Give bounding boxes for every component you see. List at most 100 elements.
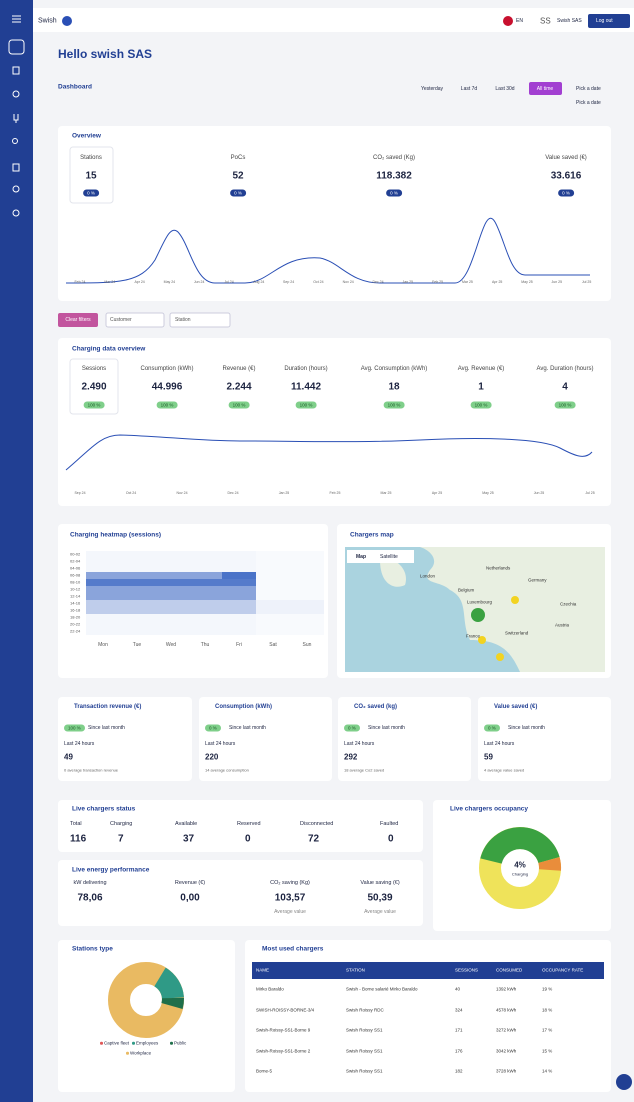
kpi-value: 44.996 (151, 381, 183, 393)
table-cell[interactable]: 14 % (542, 1068, 553, 1074)
day-label: Thu (200, 642, 210, 648)
heat-cell (222, 586, 256, 593)
table-cell[interactable]: Swish - Borne salarié Mirko Baraldo (346, 986, 418, 992)
clear-filters-button[interactable]: Clear filters (65, 317, 91, 323)
x-label: Dec 24 (372, 280, 384, 284)
date-filter[interactable]: Yesterday (420, 86, 444, 92)
table-cell[interactable]: 17 % (542, 1027, 553, 1033)
heat-cell (290, 579, 324, 586)
table-cell[interactable]: 40 (455, 986, 461, 992)
table-cell[interactable]: SWISH-ROISSY-BORNE-3/4 (256, 1007, 315, 1012)
heat-cell (222, 614, 256, 621)
map-place: Luxembourg (467, 599, 493, 605)
column-header: CONSUMED (496, 967, 523, 973)
card-title: Charging heatmap (sessions) (70, 531, 162, 539)
table-cell[interactable]: Mirko Baraldo (256, 986, 284, 992)
occupancy-value: 4% (514, 860, 526, 870)
heat-cell (188, 621, 222, 628)
map-tab[interactable]: Satellite (380, 554, 398, 560)
table-cell[interactable]: Swish Roissy SS1 (346, 1048, 383, 1053)
date-filter[interactable]: All time (536, 86, 554, 92)
change-badge: 0 % (484, 724, 500, 732)
card-title: Live chargers occupancy (450, 805, 529, 813)
change-badge: 0 % (344, 724, 360, 732)
legend-item: Public (174, 1040, 187, 1046)
brand: Swish (38, 17, 57, 25)
day-label: Sat (269, 642, 277, 648)
table-cell[interactable]: 18 % (542, 1007, 553, 1012)
kpi-value: 18 (388, 381, 400, 393)
heat-cell (154, 628, 188, 635)
table-cell[interactable]: 3728 kWh (496, 1068, 517, 1074)
station-filter[interactable]: Station (175, 317, 191, 323)
heat-cell (154, 607, 188, 614)
table-cell[interactable]: 182 (455, 1068, 463, 1074)
heat-cell (120, 593, 154, 600)
table-cell[interactable]: 171 (455, 1027, 463, 1033)
hour-label: 00-02 (70, 551, 81, 557)
x-label: Jun 24 (193, 280, 205, 284)
card-value: 220 (205, 752, 219, 762)
heat-cell (86, 614, 120, 621)
table-cell[interactable]: Borne-5 (256, 1068, 273, 1074)
map-tab[interactable]: Map (356, 554, 366, 560)
table-cell[interactable]: 19 % (542, 986, 553, 992)
card-title: Live chargers status (72, 805, 136, 813)
greeting: Hello swish SAS (58, 47, 153, 61)
card-value: 292 (344, 752, 358, 762)
heat-cell (120, 579, 154, 586)
table-cell[interactable]: Swish-Roissy-SS1-Borne 2 (256, 1048, 311, 1053)
kpi-label: Stations (80, 155, 102, 161)
company: Swish SAS (557, 18, 582, 24)
heat-cell (188, 600, 222, 607)
x-label: May 24 (163, 280, 176, 284)
period-label: Last 24 hours (64, 741, 95, 747)
heat-cell (188, 593, 222, 600)
x-label: Oct 24 (125, 491, 137, 495)
status-label: Charging (110, 821, 133, 827)
heat-cell (154, 614, 188, 621)
since-label: Since last month (229, 725, 266, 731)
table-cell[interactable]: 324 (455, 1007, 463, 1012)
kpi-badge: 0 % (558, 189, 574, 197)
kpi-value: 2.490 (81, 381, 107, 393)
legend-item: Workplace (130, 1050, 152, 1056)
customer-filter[interactable]: Customer (110, 317, 132, 323)
sidebar (0, 0, 33, 1102)
stations-type-donut (108, 962, 184, 1038)
date-filter[interactable]: Last 7d (460, 86, 478, 92)
heat-cell (86, 558, 120, 565)
kpi-label: Avg. Consumption (kWh) (360, 366, 428, 372)
table-cell[interactable]: 176 (455, 1048, 463, 1053)
logout-button[interactable]: Log out (596, 18, 613, 24)
heat-cell (188, 586, 222, 593)
table-cell[interactable]: Swish Roissy SS1 (346, 1027, 383, 1033)
date-filter[interactable]: Last 30d (495, 86, 515, 92)
heat-cell (86, 621, 120, 628)
card-title: Chargers map (350, 531, 394, 539)
x-label: Mar 24 (104, 280, 116, 284)
column-header: OCCUPANCY RATE (542, 967, 584, 973)
heat-cell (222, 607, 256, 614)
hour-label: 12-14 (70, 593, 81, 599)
table-cell[interactable]: Swish Roissy SS1 (346, 1068, 383, 1074)
table-cell[interactable]: 4578 kWh (496, 1007, 517, 1012)
kpi-badge: 0 % (386, 189, 402, 197)
x-label: Jan 25 (402, 280, 414, 284)
heat-cell (120, 572, 154, 579)
table-cell[interactable]: Swish Roissy RDC (346, 1007, 384, 1012)
heat-cell (86, 579, 120, 586)
since-label: Since last month (88, 725, 125, 731)
heat-cell (120, 614, 154, 621)
kpi-value: 4 (562, 381, 568, 393)
table-cell[interactable]: 3042 kWh (496, 1048, 517, 1053)
legend-item: Captive fleet (104, 1040, 130, 1046)
table-cell[interactable]: Swish-Roissy-SS1-Borne 9 (256, 1027, 311, 1033)
heat-cell (290, 586, 324, 593)
map-place: Switzerland (505, 630, 529, 636)
table-cell[interactable]: 1392 kWh (496, 986, 517, 992)
table-cell[interactable]: 3272 kWh (496, 1027, 517, 1033)
table-cell[interactable]: 15 % (542, 1048, 553, 1053)
x-label: Jul 24 (224, 280, 234, 284)
